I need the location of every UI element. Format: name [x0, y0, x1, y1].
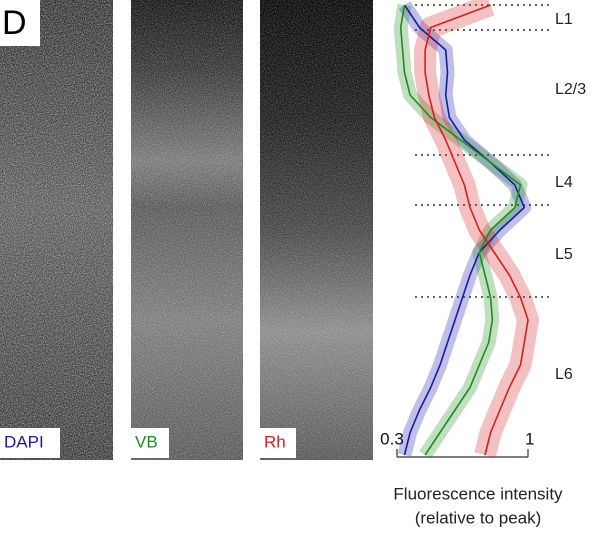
series-line [399, 4, 522, 456]
image-label: DAPI [4, 432, 44, 451]
micrographs [0, 0, 373, 460]
layer-label: L2/3 [555, 81, 586, 98]
panel-label-box [0, 0, 40, 46]
label-box [131, 428, 169, 458]
layer-label: L4 [555, 174, 573, 191]
dapi-texture [0, 0, 113, 460]
vb-texture [131, 0, 243, 460]
series-line [424, 4, 529, 456]
series-line [403, 4, 526, 456]
x-axis-label: (relative to peak) [415, 508, 542, 527]
layer-label: L6 [555, 366, 573, 383]
rh-texture [260, 0, 373, 460]
panel-label: D [2, 4, 27, 42]
label-box [260, 428, 296, 458]
x-tick-label: 0.3 [380, 429, 404, 448]
x-tick-label: 1 [525, 429, 534, 448]
image-label: Rh [264, 432, 286, 451]
x-axis-label: Fluorescence intensity [393, 484, 563, 503]
layer-label: L5 [555, 246, 573, 263]
layer-label: L1 [555, 11, 573, 28]
image-label: VB [135, 432, 158, 451]
label-box [0, 428, 60, 458]
